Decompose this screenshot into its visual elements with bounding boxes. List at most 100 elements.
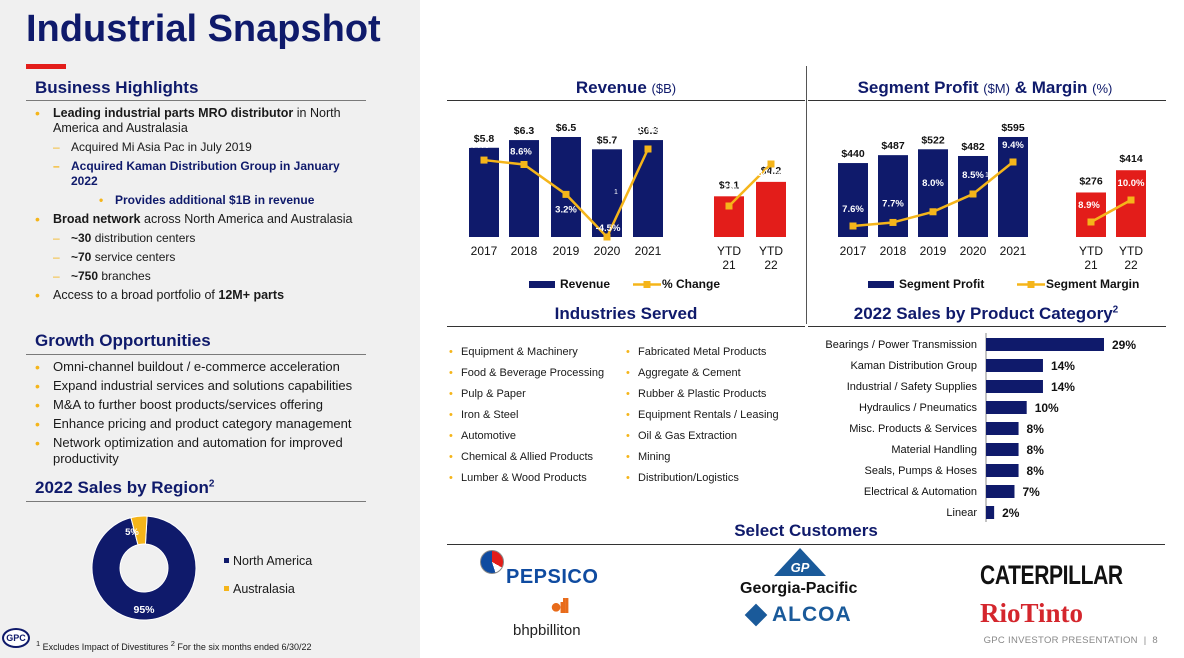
industry-item: Iron & Steel	[449, 405, 604, 426]
footer: GPC INVESTOR PRESENTATION | 8	[984, 635, 1158, 646]
footnote-mark: 2	[1112, 304, 1119, 316]
industries-list-left: Equipment & Machinery Food & Beverage Pr…	[449, 342, 604, 489]
industry-item: Pulp & Paper	[449, 384, 604, 405]
list-subsubitem: Provides additional $1B in revenue	[35, 193, 365, 208]
amp-text: &	[1014, 78, 1027, 97]
legend-label-australasia: Australasia	[233, 582, 295, 596]
industry-item: Chemical & Allied Products	[449, 447, 604, 468]
bar-value-label: 8%	[1027, 422, 1045, 436]
footer-separator: |	[1143, 635, 1147, 646]
line-marker	[520, 160, 528, 168]
bar-value-label: $482	[961, 141, 985, 153]
divider	[26, 354, 366, 355]
bold-text: 12M+ parts	[218, 288, 285, 302]
bhp-icon: ●ıll	[550, 596, 570, 618]
bar	[918, 149, 948, 237]
industry-item: Food & Beverage Processing	[449, 363, 604, 384]
divider	[447, 544, 1165, 545]
list-subitem: ~30 distribution centers	[35, 231, 365, 246]
divider	[447, 326, 805, 327]
text: in North America and Australasia	[53, 106, 341, 135]
bhpbilliton-logo: bhpbilliton	[513, 622, 581, 639]
alcoa-icon	[744, 603, 768, 627]
industries-list-right: Fabricated Metal Products Aggregate & Ce…	[626, 342, 779, 489]
x-tick-label: YTD	[1079, 244, 1103, 258]
category-label: Seals, Pumps & Hoses	[865, 465, 978, 477]
bar-value-label: $5.8	[474, 133, 495, 145]
bar	[986, 359, 1043, 372]
product-category-heading: 2022 Sales by Product Category2	[810, 304, 1162, 324]
legend-swatch-north-america	[224, 558, 229, 563]
donut-label-australasia: 5%	[125, 527, 139, 538]
bold-text: ~70	[71, 250, 92, 264]
line-marker	[603, 233, 611, 241]
percent-label: 8.5%	[962, 170, 984, 181]
bar	[986, 485, 1015, 498]
footnote-mark: 2	[208, 478, 215, 490]
bar-value-label: $487	[881, 140, 905, 152]
divider	[26, 501, 366, 502]
bar-value-label: 14%	[1051, 380, 1075, 394]
x-tick-label: YTD	[717, 244, 741, 258]
bold-text: Leading industrial parts MRO distributor	[53, 106, 294, 120]
segment-profit-chart-title: Segment Profit ($M) & Margin (%)	[810, 78, 1160, 98]
x-tick-label: 2021	[635, 244, 662, 258]
bar-value-label: 8%	[1027, 443, 1045, 457]
industry-item: Aggregate & Cement	[626, 363, 779, 384]
list-item: Omni-channel buildout / e-commerce accel…	[35, 359, 365, 375]
x-tick-label: 2019	[920, 244, 947, 258]
percent-label: 11.4%	[633, 125, 660, 136]
industry-item: Equipment & Machinery	[449, 342, 604, 363]
x-tick-label: 2019	[553, 244, 580, 258]
bar	[998, 137, 1028, 237]
georgia-pacific-logo: Georgia-Pacific	[740, 580, 858, 597]
list-item: Network optimization and automation for …	[35, 435, 365, 467]
line-marker	[1127, 196, 1135, 204]
category-label: Material Handling	[891, 444, 977, 456]
line-marker	[767, 160, 775, 168]
category-label: Misc. Products & Services	[849, 423, 977, 435]
legend-label-bar: Revenue	[560, 277, 610, 291]
x-tick-label: 2020	[960, 244, 987, 258]
donut-label-north-america: 95%	[133, 604, 155, 616]
line-marker	[480, 156, 488, 164]
title-accent-bar	[26, 64, 66, 69]
ytd-percent-line	[1090, 198, 1132, 224]
bar-value-label: 14%	[1051, 359, 1075, 373]
gp-mark: GP	[791, 560, 810, 575]
donut-slice-north-america	[91, 515, 197, 621]
text: across North America and Australasia	[140, 212, 353, 226]
unit-text: ($B)	[651, 81, 677, 96]
title-text: Segment Profit	[857, 78, 979, 97]
footnote: 1 Excludes Impact of Divestitures 2 For …	[36, 639, 312, 652]
industry-item: Distribution/Logistics	[626, 468, 779, 489]
x-tick-label: 21	[722, 258, 736, 272]
ytd-bar	[1116, 170, 1146, 237]
bar-value-label: 8%	[1027, 464, 1045, 478]
industry-item: Rubber & Plastic Products	[626, 384, 779, 405]
legend-swatch-marker	[1027, 281, 1035, 288]
bar	[986, 464, 1019, 477]
bar	[986, 401, 1027, 414]
bar	[986, 380, 1043, 393]
x-tick-label: 2018	[880, 244, 907, 258]
legend-label-line: Segment Margin	[1046, 277, 1139, 291]
x-tick-label: YTD	[759, 244, 783, 258]
x-tick-label: 2017	[840, 244, 867, 258]
industry-item: Lumber & Wood Products	[449, 468, 604, 489]
line-marker	[725, 202, 733, 210]
x-tick-label: 2018	[511, 244, 538, 258]
growth-opportunities-heading: Growth Opportunities	[35, 331, 211, 350]
list-item: Enhance pricing and product category man…	[35, 416, 365, 432]
ytd-value-label: $276	[1079, 175, 1103, 187]
unit-text: ($M)	[983, 81, 1010, 96]
business-highlights-list: Leading industrial parts MRO distributor…	[35, 106, 365, 307]
footer-text: GPC INVESTOR PRESENTATION	[983, 635, 1138, 646]
bar-value-label: 7%	[1022, 485, 1040, 499]
list-subitem: Acquired Kaman Distribution Group in Jan…	[35, 159, 365, 189]
line-marker	[969, 190, 977, 198]
ytd-percent-label: 10.0%	[1118, 178, 1145, 189]
segment-profit-chart: $440 2017 $487 2018 $522 2019 $482 2020 $595 2021…	[838, 122, 1146, 291]
ytd-value-label: $3.1	[719, 179, 740, 191]
percent-label: 3.2%	[555, 204, 577, 215]
